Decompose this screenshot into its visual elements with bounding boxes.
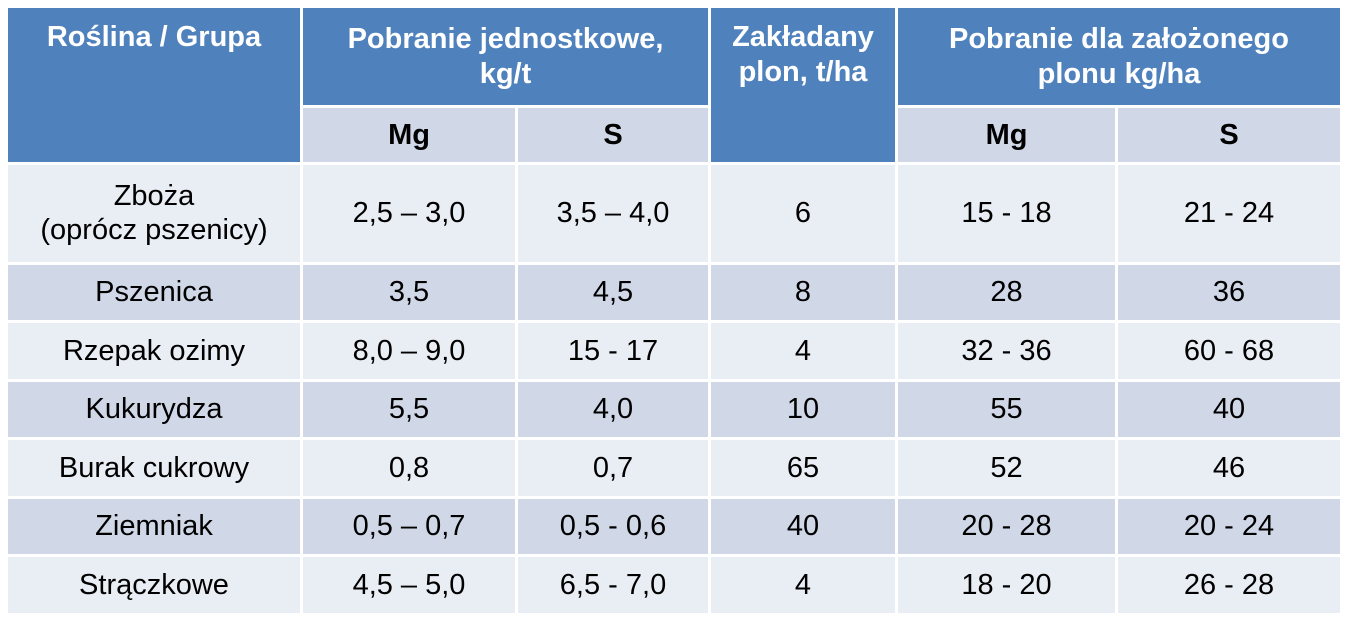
- unit-mg-cell: 4,5 – 5,0: [303, 557, 515, 613]
- total-mg-cell: 32 - 36: [898, 323, 1115, 379]
- total-s-cell: 46: [1118, 440, 1340, 496]
- unit-s-cell: 0,5 - 0,6: [518, 498, 708, 555]
- unit-s-cell: 3,5 – 4,0: [518, 165, 708, 262]
- unit-mg-cell: 2,5 – 3,0: [303, 165, 515, 262]
- header-plant-group-label: Roślina / Grupa: [46, 21, 262, 53]
- plant-cell: Zboża (oprócz pszenicy): [8, 165, 300, 262]
- table-row: Ziemniak 0,5 – 0,7 0,5 - 0,6 40 20 - 28 …: [8, 498, 1340, 555]
- unit-mg-cell: 0,8: [303, 440, 515, 496]
- table-row: Rzepak ozimy 8,0 – 9,0 15 - 17 4 32 - 36…: [8, 323, 1340, 379]
- total-mg-cell: 55: [898, 381, 1115, 438]
- yield-cell: 40: [711, 498, 895, 555]
- header-unit-uptake: Pobranie jednostkowe, kg/t: [303, 8, 708, 105]
- header-uptake-for-yield-line1: Pobranie dla założonego: [949, 22, 1289, 55]
- plant-name: Ziemniak: [8, 498, 300, 555]
- plant-name: Kukurydza: [8, 381, 300, 438]
- total-s-cell: 20 - 24: [1118, 498, 1340, 555]
- yield-cell: 10: [711, 381, 895, 438]
- total-s-cell: 40: [1118, 381, 1340, 438]
- plant-name: Pszenica: [8, 264, 300, 321]
- header-expected-yield: Zakładany plon, t/ha: [711, 8, 895, 162]
- unit-s-cell: 4,0: [518, 381, 708, 438]
- unit-s-cell: 4,5: [518, 264, 708, 321]
- total-mg-cell: 20 - 28: [898, 498, 1115, 555]
- header-unit-uptake-line2: kg/t: [479, 57, 532, 90]
- unit-mg-cell: 8,0 – 9,0: [303, 323, 515, 379]
- yield-cell: 8: [711, 264, 895, 321]
- total-mg-cell: 28: [898, 264, 1115, 321]
- header-expected-yield-line1: Zakładany: [732, 21, 874, 53]
- total-s-cell: 26 - 28: [1118, 557, 1340, 613]
- unit-s-cell: 15 - 17: [518, 323, 708, 379]
- nutrient-uptake-table: Roślina / Grupa Pobranie jednostkowe, kg…: [5, 5, 1343, 616]
- total-s-cell: 60 - 68: [1118, 323, 1340, 379]
- table-row: Zboża (oprócz pszenicy) 2,5 – 3,0 3,5 – …: [8, 165, 1340, 262]
- unit-mg-cell: 3,5: [303, 264, 515, 321]
- unit-mg-cell: 0,5 – 0,7: [303, 498, 515, 555]
- header-unit-uptake-line1: Pobranie jednostkowe,: [347, 22, 664, 55]
- yield-cell: 4: [711, 323, 895, 379]
- subheader-unit-mg: Mg: [303, 108, 515, 162]
- table-row: Pszenica 3,5 4,5 8 28 36: [8, 264, 1340, 321]
- plant-name: Rzepak ozimy: [8, 323, 300, 379]
- total-s-cell: 21 - 24: [1118, 165, 1340, 262]
- unit-mg-cell: 5,5: [303, 381, 515, 438]
- total-mg-cell: 52: [898, 440, 1115, 496]
- total-mg-cell: 15 - 18: [898, 165, 1115, 262]
- subheader-unit-s: S: [518, 108, 708, 162]
- total-s-cell: 36: [1118, 264, 1340, 321]
- unit-s-cell: 0,7: [518, 440, 708, 496]
- header-uptake-for-yield-line2: plonu kg/ha: [1037, 57, 1201, 90]
- table-row: Burak cukrowy 0,8 0,7 65 52 46: [8, 440, 1340, 496]
- yield-cell: 65: [711, 440, 895, 496]
- plant-name: Strączkowe: [8, 557, 300, 613]
- subheader-total-s: S: [1118, 108, 1340, 162]
- plant-name: Zboża: [113, 179, 195, 212]
- subheader-total-mg: Mg: [898, 108, 1115, 162]
- total-mg-cell: 18 - 20: [898, 557, 1115, 613]
- table-row: Strączkowe 4,5 – 5,0 6,5 - 7,0 4 18 - 20…: [8, 557, 1340, 613]
- header-expected-yield-line2: plon, t/ha: [738, 55, 868, 88]
- yield-cell: 4: [711, 557, 895, 613]
- unit-s-cell: 6,5 - 7,0: [518, 557, 708, 613]
- plant-name: Burak cukrowy: [8, 440, 300, 496]
- header-uptake-for-yield: Pobranie dla założonego plonu kg/ha: [898, 8, 1340, 105]
- header-plant-group: Roślina / Grupa: [8, 8, 300, 162]
- plant-note: (oprócz pszenicy): [40, 214, 268, 247]
- yield-cell: 6: [711, 165, 895, 262]
- table-row: Kukurydza 5,5 4,0 10 55 40: [8, 381, 1340, 438]
